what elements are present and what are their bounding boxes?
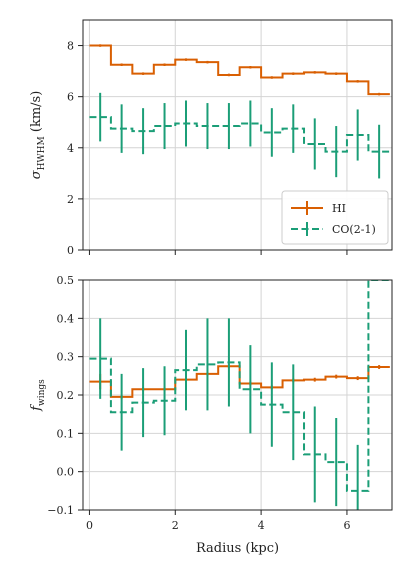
bottom-y-axis-label: fwings	[29, 379, 47, 412]
bottom-x-tick-label: 6	[343, 519, 350, 532]
bottom-y-tick-label: 0.1	[57, 427, 75, 440]
bottom-x-tick-label: 0	[86, 519, 93, 532]
top-plot-area	[89, 44, 390, 179]
bottom-x-tick-label: 2	[172, 519, 179, 532]
legend-hi-label: HI	[332, 202, 346, 215]
bottom-y-tick-label: 0.0	[57, 466, 75, 479]
top-co-series-line	[89, 116, 390, 153]
bottom-y-tick-label: 0.5	[57, 274, 75, 287]
bottom-y-tick-label: 0.4	[57, 312, 75, 325]
bottom-co-series-line	[89, 280, 390, 492]
top-y-tick-label: 8	[67, 40, 74, 53]
bottom-y-tick-label: 0.2	[57, 389, 75, 402]
top-y-tick-label: 4	[67, 142, 74, 155]
top-y-tick-label: 2	[67, 193, 74, 206]
bottom-y-tick-label: 0.3	[57, 351, 75, 364]
bottom-plot-area	[89, 280, 390, 510]
top-axes-frame	[82, 19, 393, 251]
bottom-hi-series-line	[89, 365, 390, 398]
bottom-x-tick-label: 4	[258, 519, 265, 532]
top-hi-series-line	[89, 44, 390, 96]
top-y-tick-label: 0	[67, 244, 74, 257]
bottom-x-axis-label: Radius (kpc)	[196, 541, 279, 556]
top-y-axis-label: σHWHM (km/s)	[29, 91, 47, 180]
legend-box	[281, 190, 389, 245]
legend-co-label: CO(2-1)	[332, 223, 376, 236]
top-y-tick-label: 6	[67, 91, 74, 104]
bottom-y-tick-label: −0.1	[47, 504, 74, 517]
